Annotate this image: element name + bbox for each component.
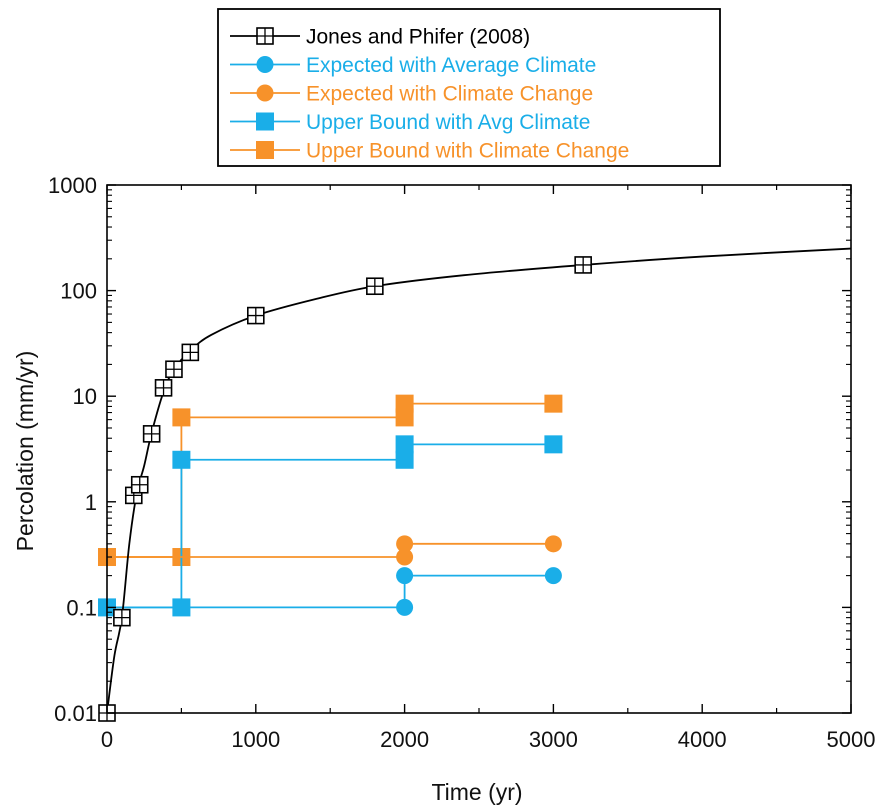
y-tick-label: 1: [85, 490, 97, 515]
y-tick-label: 100: [60, 279, 97, 304]
data-point-upper-bound-with-avg-climate-2: [172, 450, 191, 469]
x-tick-label: 4000: [678, 727, 727, 752]
data-point-expected-with-climate-change-2: [544, 535, 562, 553]
y-tick-label: 10: [73, 384, 97, 409]
x-tick-label: 1000: [231, 727, 280, 752]
data-point-upper-bound-with-climate-change-3: [395, 408, 414, 427]
series-line-upper-bound-with-avg-climate: [107, 443, 554, 609]
data-point-upper-bound-with-avg-climate-4: [395, 435, 414, 454]
data-point-jones-and-phifer-2008-3: [130, 475, 149, 494]
data-point-expected-with-average-climate-0: [396, 598, 414, 616]
data-point-jones-and-phifer-2008-9: [366, 277, 384, 296]
legend-label-jones-and-phifer-2008: Jones and Phifer (2008): [306, 26, 530, 49]
plot-area: [98, 247, 852, 722]
data-point-jones-and-phifer-2008-1: [113, 608, 131, 627]
x-tick-label: 3000: [529, 727, 578, 752]
data-point-jones-and-phifer-2008-7: [181, 343, 200, 362]
legend-marker-upper-bound-with-avg-climate: [256, 112, 274, 131]
y-tick-label: 1000: [48, 173, 97, 198]
data-point-upper-bound-with-avg-climate-5: [544, 435, 563, 454]
legend-label-upper-bound-with-avg-climate: Upper Bound with Avg Climate: [306, 111, 590, 134]
data-point-expected-with-climate-change-1: [396, 535, 414, 553]
legend-label-upper-bound-with-climate-change: Upper Bound with Climate Change: [306, 140, 629, 163]
data-point-jones-and-phifer-2008-4: [142, 425, 161, 443]
data-point-jones-and-phifer-2008-10: [574, 256, 592, 274]
data-point-upper-bound-with-avg-climate-3: [395, 450, 414, 469]
data-point-expected-with-climate-change-0: [396, 548, 414, 566]
legend-label-expected-with-average-climate: Expected with Average Climate: [306, 54, 596, 77]
legend-label-expected-with-climate-change: Expected with Climate Change: [306, 83, 593, 106]
data-point-expected-with-average-climate-1: [396, 567, 414, 585]
data-point-jones-and-phifer-2008-5: [154, 379, 173, 397]
axes: 0 1000 2000 3000 4000 5000 0.01 0.1 1 10 100 1000: [48, 173, 875, 752]
legend-marker-expected-with-climate-change: [256, 84, 274, 102]
data-point-upper-bound-with-climate-change-4: [395, 394, 414, 413]
legend: Jones and Phifer (2008) Expected with Ave…: [217, 8, 721, 167]
x-tick-label: 0: [101, 727, 113, 752]
data-point-jones-and-phifer-2008-8: [247, 306, 265, 325]
legend-marker-upper-bound-with-climate-change: [256, 141, 274, 159]
x-tick-label: 2000: [380, 727, 429, 752]
y-tick-label: 0.1: [66, 595, 97, 620]
legend-marker-expected-with-average-climate: [256, 56, 274, 73]
plot-frame: [106, 184, 852, 714]
y-tick-label: 0.01: [54, 701, 97, 726]
x-tick-label: 5000: [827, 727, 876, 752]
data-point-upper-bound-with-climate-change-5: [544, 394, 563, 413]
series-line-jones-and-phifer-2008: [106, 247, 852, 714]
x-axis-label: Time (yr): [431, 779, 522, 805]
series-line-upper-bound-with-climate-change: [107, 402, 554, 558]
data-point-upper-bound-with-climate-change-2: [172, 408, 191, 427]
data-point-jones-and-phifer-2008-6: [165, 360, 183, 379]
legend-box: [217, 8, 721, 167]
series-line-expected-with-average-climate: [107, 574, 554, 609]
y-axis-label: Percolation (mm/yr): [12, 351, 38, 552]
legend-marker-jones-and-phifer-2008: [256, 27, 274, 45]
data-point-expected-with-average-climate-2: [544, 567, 562, 585]
